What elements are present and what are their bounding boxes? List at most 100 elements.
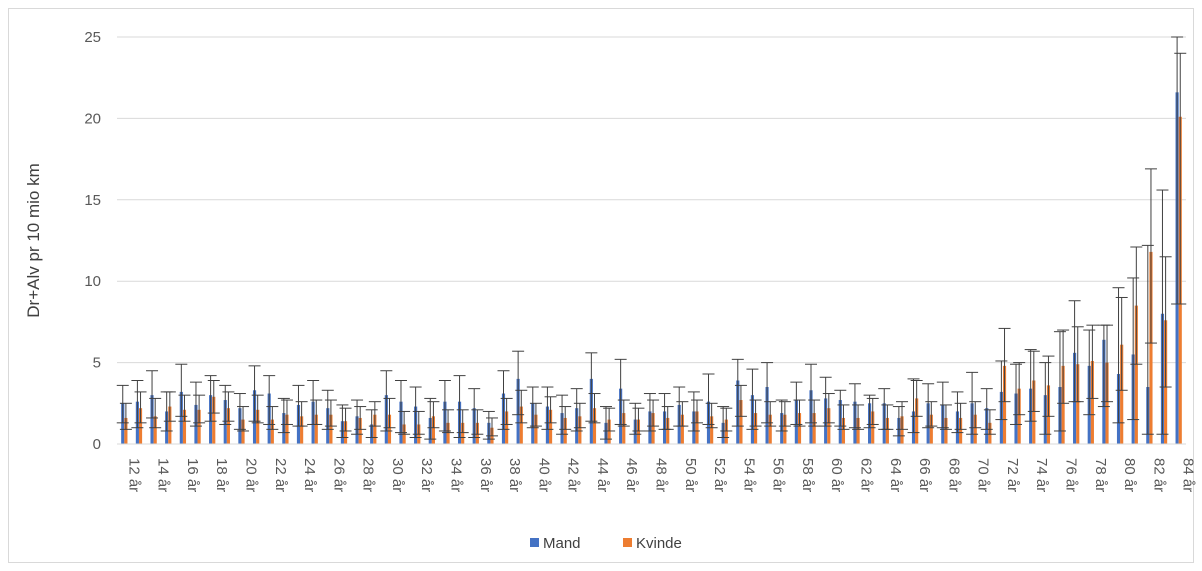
bar-kvinde <box>768 414 772 444</box>
x-tick-label: 22 år <box>272 458 289 492</box>
x-tick-label: 64 år <box>887 458 904 492</box>
legend-label-mand: Mand <box>543 535 581 552</box>
bar-kvinde <box>300 416 304 444</box>
bar-kvinde <box>431 416 435 444</box>
bar-kvinde <box>358 417 362 444</box>
x-axis-ticks: 12 år 14 år 16 år 18 år 20 år 22 år 24 år 26 år… <box>125 458 1196 492</box>
x-tick-label: 38 år <box>506 458 523 492</box>
bar-kvinde <box>929 414 933 444</box>
gridlines <box>117 36 1186 364</box>
bar-kvinde <box>710 416 714 444</box>
bar-kvinde <box>1105 362 1109 444</box>
x-tick-label: 62 år <box>858 458 875 492</box>
bar-kvinde <box>754 413 758 444</box>
y-tick-label: 15 <box>84 192 101 209</box>
bar-kvinde <box>944 417 948 444</box>
legend-swatch-mand <box>530 538 539 547</box>
x-tick-label: 18 år <box>213 458 230 492</box>
bar-kvinde <box>622 413 626 444</box>
x-tick-label: 70 år <box>975 458 992 492</box>
bar-kvinde <box>783 414 787 444</box>
x-tick-label: 54 år <box>740 458 757 492</box>
bar-kvinde <box>724 419 728 444</box>
bar-kvinde <box>856 417 860 444</box>
x-tick-label: 12 år <box>125 458 142 492</box>
bar-kvinde <box>841 417 846 444</box>
x-tick-label: 58 år <box>799 458 816 492</box>
x-tick-label: 48 år <box>653 458 670 492</box>
bar-kvinde <box>519 406 523 444</box>
bar-kvinde <box>607 419 611 444</box>
bar-kvinde <box>563 417 567 444</box>
bar-kvinde <box>885 417 889 444</box>
bar-kvinde <box>1032 380 1036 444</box>
bar-kvinde <box>1120 344 1124 444</box>
bar-kvinde <box>1076 364 1080 444</box>
bar-mand <box>179 391 183 444</box>
legend: Mand Kvinde <box>530 535 682 552</box>
bar-kvinde <box>182 409 187 444</box>
x-tick-label: 40 år <box>535 458 552 492</box>
legend-swatch-kvinde <box>623 538 632 547</box>
y-axis-ticks: 0 5 10 15 20 25 <box>84 29 101 453</box>
x-tick-label: 46 år <box>623 458 640 492</box>
bar-kvinde <box>343 421 348 444</box>
bar-kvinde <box>446 422 450 444</box>
bar-kvinde <box>534 414 538 444</box>
bar-kvinde <box>138 408 143 444</box>
bar-kvinde <box>1149 251 1153 444</box>
bar-kvinde <box>153 416 157 444</box>
bar-kvinde <box>1017 388 1021 444</box>
x-tick-label: 84 år <box>1180 458 1197 492</box>
x-tick-label: 68 år <box>945 458 962 492</box>
x-tick-label: 34 år <box>447 458 464 492</box>
bar-kvinde <box>666 417 670 444</box>
bar-kvinde <box>314 414 318 444</box>
bar-kvinde <box>680 414 684 444</box>
bar-kvinde <box>915 398 919 444</box>
x-tick-label: 52 år <box>711 458 728 492</box>
bar-kvinde <box>1134 305 1138 444</box>
bar-kvinde <box>739 400 743 444</box>
x-tick-label: 14 år <box>155 458 172 492</box>
bar-kvinde <box>1002 365 1007 444</box>
bar-kvinde <box>900 416 904 444</box>
chart-frame <box>8 8 1194 563</box>
bar-kvinde <box>124 417 128 444</box>
y-tick-label: 5 <box>93 355 101 372</box>
bar-kvinde <box>285 414 289 444</box>
x-tick-label: 32 år <box>418 458 435 492</box>
bar-kvinde <box>226 408 230 444</box>
bar-kvinde <box>651 413 655 444</box>
bar-kvinde <box>373 414 377 444</box>
x-tick-label: 36 år <box>477 458 494 492</box>
error-bars <box>116 36 1187 440</box>
bar-kvinde <box>197 409 201 444</box>
bar-kvinde <box>636 419 641 444</box>
bar-kvinde <box>797 413 802 444</box>
x-tick-label: 28 år <box>360 458 377 492</box>
x-tick-label: 60 år <box>828 458 845 492</box>
x-tick-label: 56 år <box>770 458 787 492</box>
y-tick-label: 0 <box>93 436 101 453</box>
x-tick-label: 78 år <box>1092 458 1109 492</box>
bar-kvinde <box>505 411 509 444</box>
x-tick-label: 44 år <box>594 458 611 492</box>
y-axis-label: Dr+Alv pr 10 mio km <box>24 163 43 317</box>
x-tick-label: 82 år <box>1150 458 1167 492</box>
bars <box>121 92 1182 445</box>
bar-kvinde <box>1090 360 1094 444</box>
legend-label-kvinde: Kvinde <box>636 535 682 552</box>
x-tick-label: 42 år <box>565 458 582 492</box>
bar-kvinde <box>212 396 216 444</box>
bar-mand <box>150 395 154 444</box>
y-tick-label: 25 <box>84 29 101 46</box>
y-tick-label: 10 <box>84 273 101 290</box>
x-tick-label: 26 år <box>330 458 347 492</box>
x-tick-label: 20 år <box>242 458 259 492</box>
x-tick-label: 24 år <box>301 458 318 492</box>
bar-kvinde <box>168 406 172 444</box>
bar-kvinde <box>461 422 465 444</box>
bar-kvinde <box>270 419 274 444</box>
